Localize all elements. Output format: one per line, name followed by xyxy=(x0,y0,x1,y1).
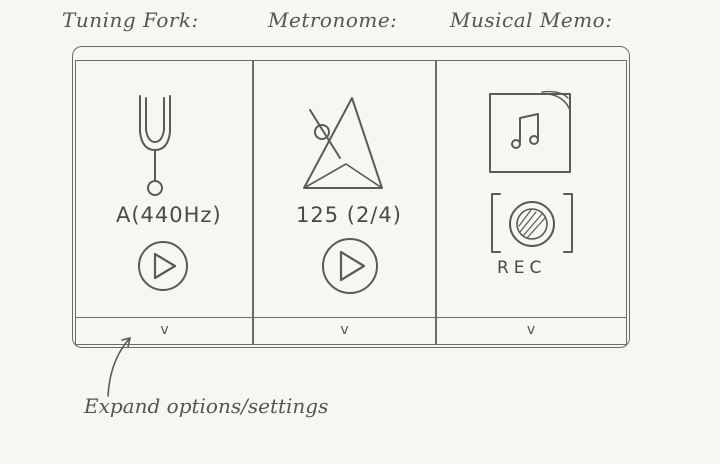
musical-memo-panel xyxy=(435,60,627,318)
expand-annotation: Expand options/settings xyxy=(84,394,329,418)
annotation-arrow-icon xyxy=(107,337,131,397)
music-note-icon xyxy=(511,113,539,149)
tuning-fork-icon xyxy=(139,95,171,196)
memo-expand-button[interactable]: v xyxy=(435,316,627,345)
chevron-down-icon: v xyxy=(160,322,169,338)
chevron-down-icon: v xyxy=(340,322,349,338)
metronome-expand-button[interactable]: v xyxy=(252,316,437,345)
chevron-down-icon: v xyxy=(526,322,536,338)
metronome-tempo-label: 125 (2/4) xyxy=(296,203,402,227)
tuning-fork-panel xyxy=(75,60,254,318)
play-icon xyxy=(153,252,177,280)
tuning-fork-header: Tuning Fork: xyxy=(62,8,199,32)
play-icon xyxy=(339,250,366,282)
widget-frame xyxy=(72,46,630,348)
musical-memo-header: Musical Memo: xyxy=(450,8,613,32)
record-icon xyxy=(509,201,555,247)
tuning-note-label: A(440Hz) xyxy=(116,203,222,227)
tuning-play-button[interactable] xyxy=(134,237,192,295)
music-note-button[interactable] xyxy=(484,88,576,178)
metronome-icon xyxy=(303,97,383,189)
metronome-play-button[interactable] xyxy=(318,235,382,297)
metronome-panel xyxy=(252,60,437,318)
record-label: REC xyxy=(497,258,547,278)
record-button[interactable] xyxy=(486,188,578,260)
tuning-expand-button[interactable]: v xyxy=(75,316,254,345)
metronome-header: Metronome: xyxy=(268,8,398,32)
